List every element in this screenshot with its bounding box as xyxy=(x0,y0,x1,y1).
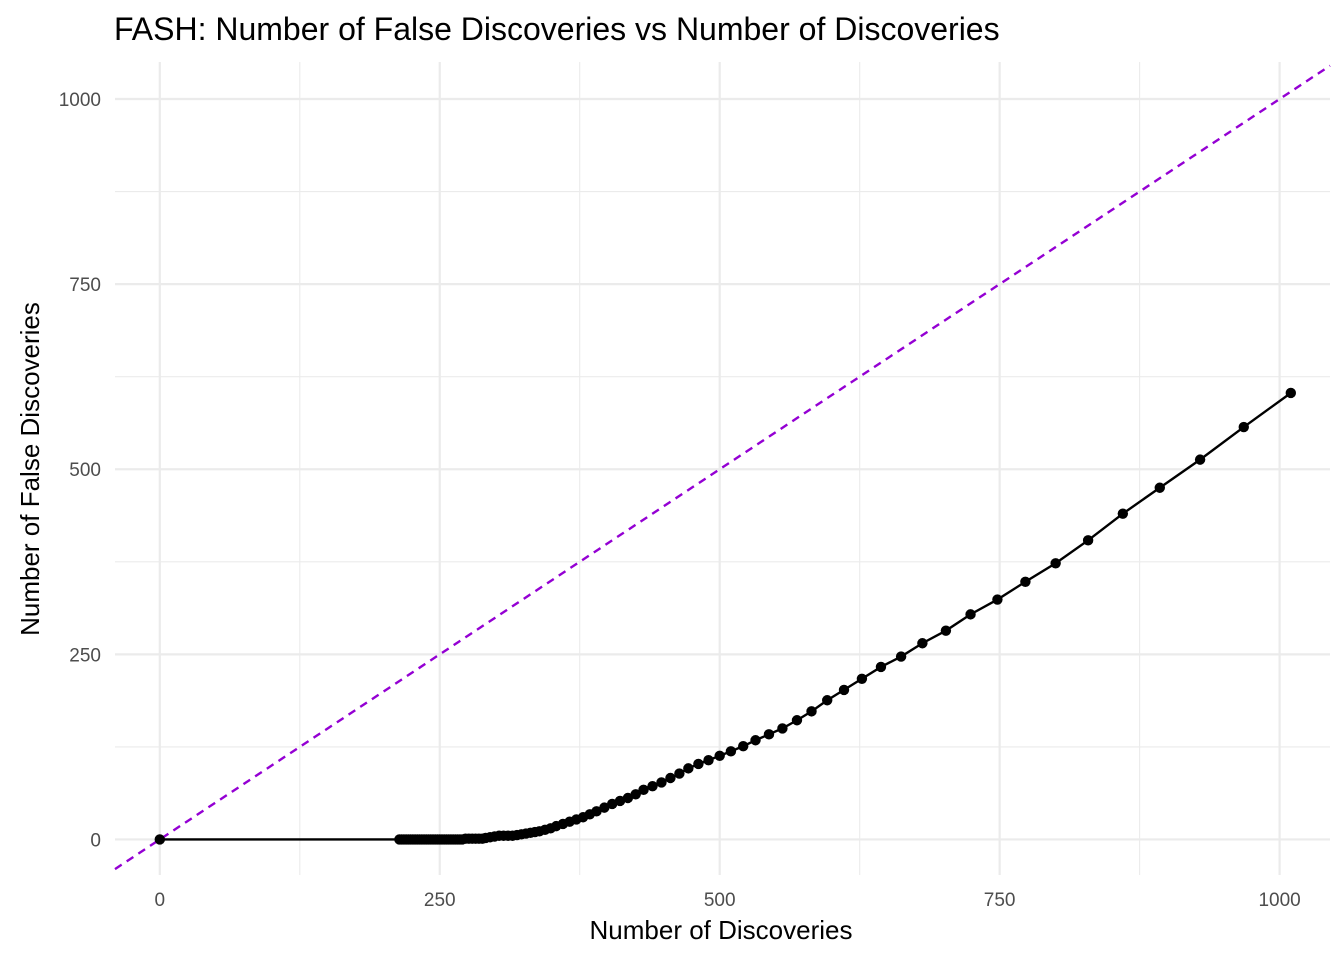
data-point xyxy=(674,768,685,779)
data-point xyxy=(1020,576,1031,587)
data-point xyxy=(1050,558,1061,569)
x-tick-label: 0 xyxy=(155,890,166,911)
data-point xyxy=(638,784,649,796)
y-tick-label: 500 xyxy=(69,460,101,481)
y-tick-label: 250 xyxy=(69,645,101,666)
data-point xyxy=(1285,387,1297,399)
data-point xyxy=(875,661,887,673)
data-point xyxy=(622,792,634,804)
data-point xyxy=(763,729,775,740)
data-point xyxy=(725,746,737,757)
data-point xyxy=(838,684,850,696)
data-point xyxy=(965,609,976,620)
data-point xyxy=(1238,421,1249,433)
data-point xyxy=(703,755,714,766)
series-line xyxy=(159,392,1292,841)
data-point xyxy=(647,780,658,792)
data-point xyxy=(856,673,868,684)
plot-panel xyxy=(114,62,1331,875)
data-point xyxy=(714,750,725,761)
axis-labels: 0 250 500 750 1000 0 250 500 750 1000 xyxy=(59,90,1301,911)
data-point xyxy=(806,706,817,717)
grid-lines xyxy=(115,62,1330,875)
data-point xyxy=(1117,508,1129,519)
data-point xyxy=(777,723,788,734)
y-tick-label: 0 xyxy=(90,830,101,851)
x-tick-label: 500 xyxy=(704,890,736,911)
data-point xyxy=(940,625,952,636)
y-tick-label: 750 xyxy=(69,275,101,296)
reference-line xyxy=(114,64,1331,871)
data-point xyxy=(822,695,833,706)
data-point xyxy=(656,777,667,788)
data-point xyxy=(665,772,676,784)
data-point xyxy=(591,806,602,817)
data-point xyxy=(154,834,165,845)
x-axis-title: Number of Discoveries xyxy=(590,915,853,945)
data-point xyxy=(738,740,749,752)
data-point xyxy=(614,795,626,807)
data-point xyxy=(917,638,928,649)
data-point xyxy=(693,758,704,770)
data-point xyxy=(992,594,1003,605)
series-layer xyxy=(154,387,1297,845)
data-point xyxy=(1194,454,1206,465)
data-point xyxy=(1082,535,1094,546)
y-tick-label: 1000 xyxy=(59,90,101,111)
data-point xyxy=(895,651,907,662)
y-axis-title: Number of False Discoveries xyxy=(15,302,45,636)
data-point xyxy=(1154,482,1165,493)
reference-dashed-line xyxy=(114,64,1331,871)
data-point xyxy=(599,802,610,813)
data-point xyxy=(630,789,641,800)
data-point xyxy=(750,735,761,746)
x-tick-label: 250 xyxy=(424,890,456,911)
data-point xyxy=(683,763,694,774)
chart-title: FASH: Number of False Discoveries vs Num… xyxy=(114,11,1000,47)
data-point xyxy=(791,715,803,726)
x-tick-label: 1000 xyxy=(1258,890,1300,911)
x-tick-label: 750 xyxy=(984,890,1016,911)
data-point xyxy=(606,798,618,810)
